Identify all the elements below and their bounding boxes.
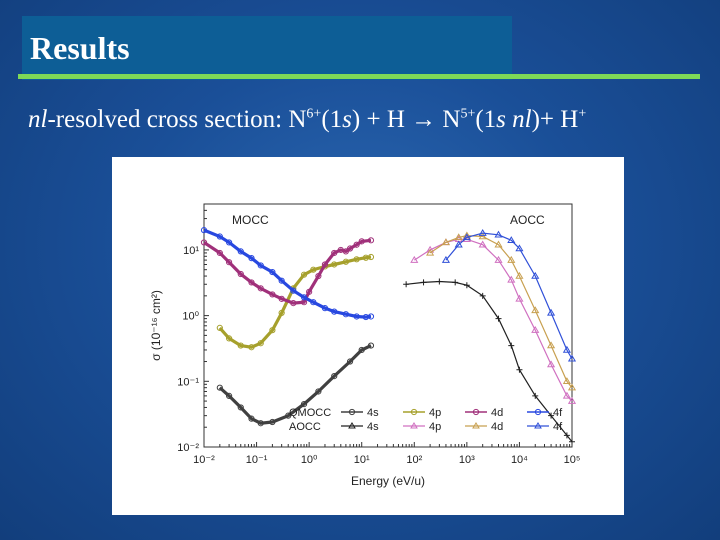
y-axis-label: σ (10⁻¹⁶ cm²) bbox=[149, 290, 163, 361]
x-tick-label: 10⁻¹ bbox=[246, 454, 268, 466]
data-point bbox=[516, 367, 522, 373]
x-tick-label: 10⁻² bbox=[193, 454, 215, 466]
legend-entry-label: 4d bbox=[491, 407, 503, 419]
legend-entry-label: 4s bbox=[367, 407, 379, 419]
x-tick-label: 10⁴ bbox=[511, 454, 528, 466]
data-point bbox=[436, 279, 442, 285]
data-point bbox=[421, 279, 427, 285]
subtitle-charge-1: 6+ bbox=[306, 107, 321, 122]
subtitle-text-4: (1 bbox=[475, 106, 496, 133]
series-line-qmocc-4d bbox=[204, 240, 371, 303]
legend-entry-label: 4f bbox=[553, 407, 563, 419]
legend-row-label: AOCC bbox=[289, 421, 321, 433]
x-tick-label: 10⁵ bbox=[564, 454, 581, 466]
y-tick-label: 10⁻² bbox=[177, 442, 199, 454]
y-tick-label: 10¹ bbox=[183, 245, 199, 257]
slide-title: Results bbox=[30, 30, 130, 67]
subtitle-text-3: ) + H → N bbox=[352, 106, 461, 133]
y-tick-label: 10⁻¹ bbox=[177, 376, 199, 388]
data-point bbox=[403, 281, 409, 287]
series-line-aocc-4p bbox=[414, 239, 572, 401]
x-tick-label: 10³ bbox=[459, 454, 475, 466]
x-axis-label: Energy (eV/u) bbox=[351, 474, 425, 488]
data-point bbox=[452, 279, 458, 285]
subtitle-charge-3: + bbox=[578, 107, 586, 122]
legend-entry-label: 4d bbox=[491, 421, 503, 433]
legend-entry-label: 4p bbox=[429, 421, 441, 433]
title-accent-line bbox=[18, 74, 700, 79]
annotation-aocc: AOCC bbox=[510, 213, 545, 227]
subtitle-text-5: )+ H bbox=[532, 106, 579, 133]
y-tick-label: 10⁰ bbox=[182, 311, 199, 323]
chart-figure: 10⁻² 10⁻¹ 10⁰ 10¹ 10² 10³ 10⁴ 10⁵ 10⁻² 10⁻¹ 10⁰ 10¹… bbox=[112, 157, 624, 515]
subtitle-nl: nl bbox=[28, 106, 47, 133]
subtitle-charge-2: 5+ bbox=[460, 107, 475, 122]
data-point bbox=[508, 343, 514, 349]
legend-entry-label: 4f bbox=[553, 421, 563, 433]
subtitle-text-1: -resolved cross section: N bbox=[47, 106, 306, 133]
plot-frame bbox=[204, 204, 572, 447]
subtitle-text-2: (1 bbox=[321, 106, 342, 133]
cross-section-chart: 10⁻² 10⁻¹ 10⁰ 10¹ 10² 10³ 10⁴ 10⁵ 10⁻² 10⁻¹ 10⁰ 10¹… bbox=[112, 157, 624, 515]
subtitle-s-1: s bbox=[342, 106, 352, 133]
x-tick-label: 10¹ bbox=[354, 454, 370, 466]
legend-entry-label: 4p bbox=[429, 407, 441, 419]
slide-subtitle: nl-resolved cross section: N6+(1s) + H →… bbox=[28, 106, 586, 134]
legend-row-label: QMOCC bbox=[289, 407, 331, 419]
legend-entry-label: 4s bbox=[367, 421, 379, 433]
annotation-mocc: MOCC bbox=[232, 213, 269, 227]
x-tick-label: 10⁰ bbox=[301, 454, 318, 466]
x-tick-label: 10² bbox=[406, 454, 422, 466]
subtitle-s-nl: s nl bbox=[496, 106, 531, 133]
data-point bbox=[464, 282, 470, 288]
